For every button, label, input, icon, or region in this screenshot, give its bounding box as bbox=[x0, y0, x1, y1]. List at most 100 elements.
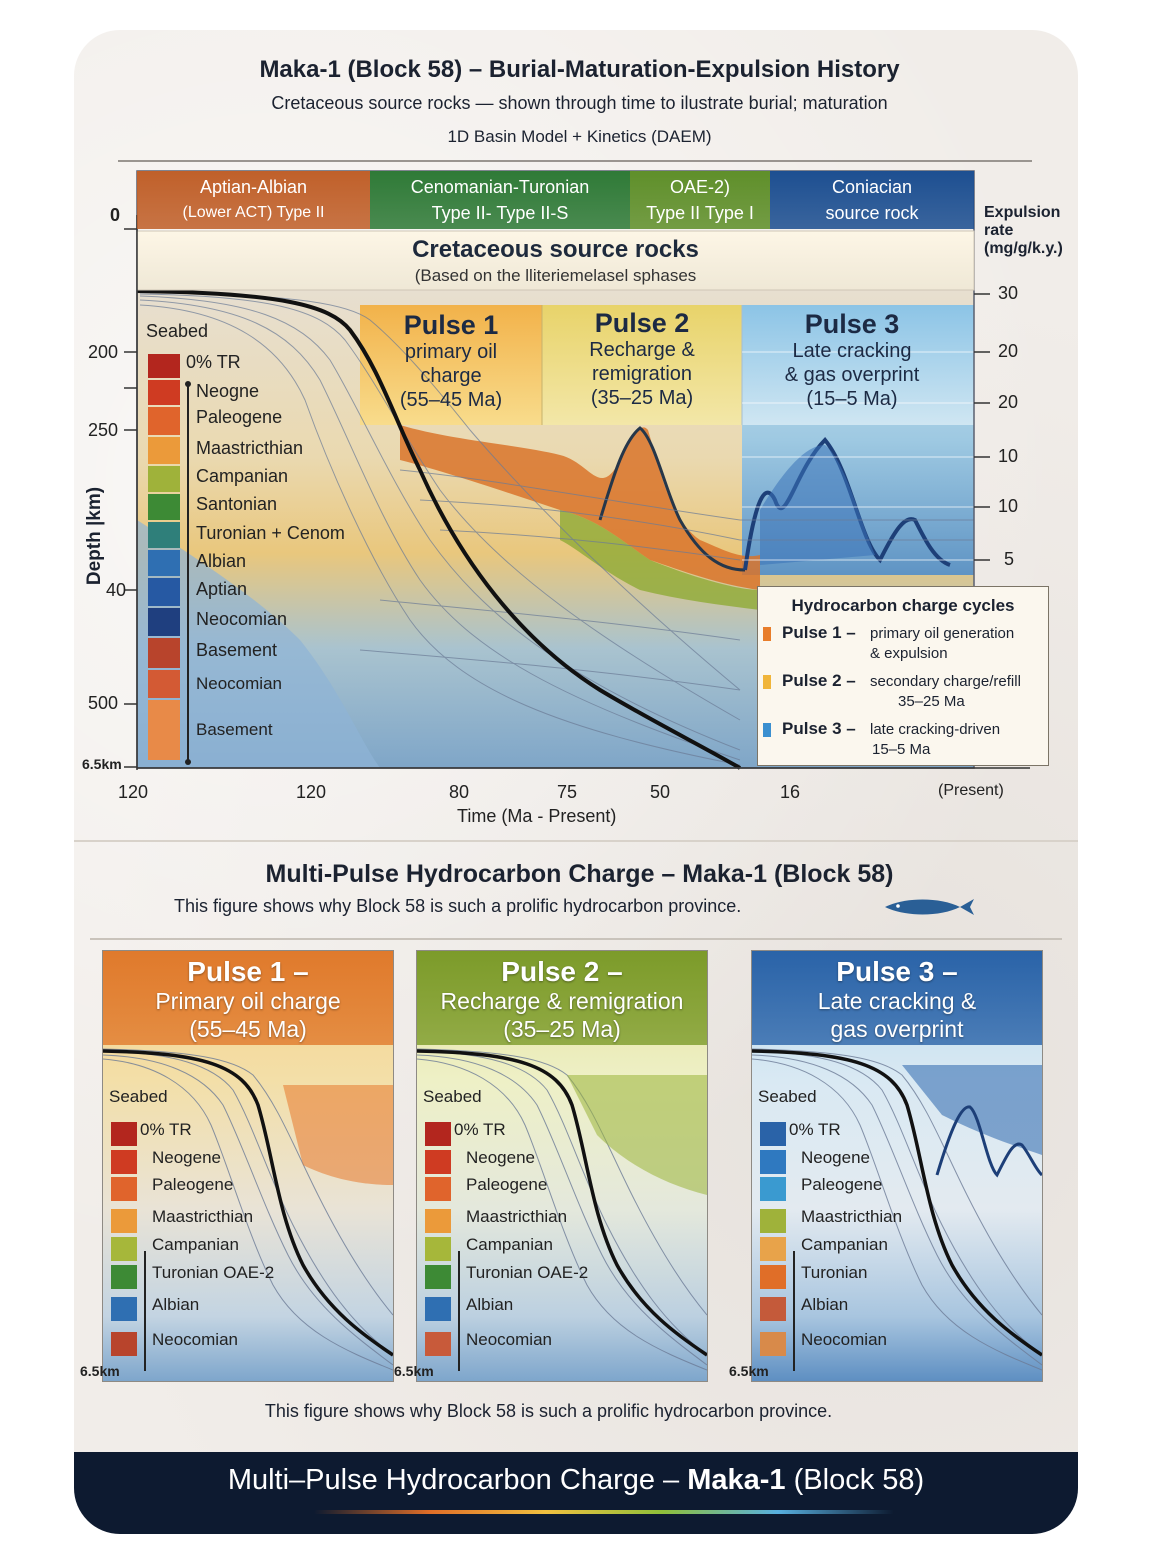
panel-title: Pulse 2 – bbox=[501, 956, 623, 987]
footer-banner: Multi–Pulse Hydrocarbon Charge – Maka-1 … bbox=[74, 1452, 1078, 1534]
depth-tick: 6.5km bbox=[82, 756, 122, 772]
charge-swatch bbox=[763, 675, 771, 689]
header-cell-line2: Type II Type I bbox=[646, 203, 754, 223]
charge-item-desc: secondary charge/refill bbox=[870, 673, 1021, 690]
header-cell-line2: (Lower ACT) Type II bbox=[182, 204, 325, 221]
panel-legend-swatch bbox=[425, 1332, 451, 1356]
pulse2-expulsion-layer bbox=[560, 510, 760, 610]
legend-swatch bbox=[148, 578, 180, 606]
panel-legend-label: Neocomian bbox=[152, 1330, 238, 1349]
subtitle: Cretaceous source rocks — shown through … bbox=[271, 93, 888, 113]
panel-legend-label: Maastricthian bbox=[466, 1207, 568, 1226]
panel-legend-label: Paleogene bbox=[466, 1175, 548, 1194]
method-note: 1D Basin Model + Kinetics (DAEM) bbox=[447, 127, 712, 146]
footer-title: Multi–Pulse Hydrocarbon Charge – Maka-1 … bbox=[74, 1464, 1078, 1497]
pulse3-title: Pulse 3 bbox=[804, 309, 900, 339]
pulse-panel-1: Pulse 1 – Primary oil charge (55–45 Ma) Sea… bbox=[102, 950, 394, 1382]
panel-legend-swatch bbox=[425, 1209, 451, 1233]
panel-subtitle: Primary oil charge bbox=[155, 988, 341, 1014]
rate-tick: 20 bbox=[998, 341, 1019, 361]
panel-depth-label: 6.5km bbox=[729, 1363, 769, 1379]
charge-item-name: Pulse 1 – bbox=[782, 623, 856, 642]
legend-swatch bbox=[148, 437, 180, 464]
band-note: (Based on the lliteriemelasel sphases bbox=[414, 266, 697, 285]
panel-legend-label: Albian bbox=[801, 1295, 849, 1314]
band-title: Cretaceous source rocks bbox=[412, 236, 699, 263]
legend-label: Campanian bbox=[196, 466, 289, 486]
pulse2-title: Pulse 2 bbox=[594, 308, 690, 338]
panel-title: Pulse 3 – bbox=[836, 956, 958, 987]
panel-seabed-label: Seabed bbox=[423, 1087, 482, 1106]
pulse-panel-2: Pulse 2 – Recharge & remigration (35–25 Ma… bbox=[416, 950, 708, 1382]
section2-divider bbox=[90, 938, 1062, 940]
pulse2-dates: (35–25 Ma) bbox=[590, 387, 694, 409]
panel-legend-label: Neocomian bbox=[801, 1330, 887, 1349]
panel-legend-label: 0% TR bbox=[789, 1120, 841, 1139]
pulse1-box: Pulse 1 primary oil charge (55–45 Ma) bbox=[360, 310, 542, 412]
panel-legend-swatch bbox=[111, 1209, 137, 1233]
panel-legend-label: Turonian bbox=[801, 1263, 868, 1282]
legend-label: Santonian bbox=[196, 494, 278, 514]
panel-horizon bbox=[103, 1054, 393, 1366]
rate-tick: 10 bbox=[998, 446, 1019, 466]
pulse1-line: charge bbox=[420, 365, 482, 387]
time-tick: 80 bbox=[449, 782, 470, 802]
legend-swatch bbox=[148, 354, 180, 378]
panel-header: Pulse 1 – Primary oil charge (55–45 Ma) bbox=[103, 951, 393, 1045]
panel-horizon bbox=[103, 1050, 393, 1356]
header-cell-aptian-albian: Aptian-Albian (Lower ACT) Type II bbox=[137, 171, 370, 229]
legend-label: Basement bbox=[196, 640, 278, 660]
right-axis-ticks bbox=[974, 293, 990, 561]
footer-title-part: (Block 58) bbox=[785, 1464, 925, 1496]
panel-legend-label: Neogene bbox=[801, 1148, 871, 1167]
pulse2-bg bbox=[542, 305, 742, 425]
legend-swatch bbox=[148, 466, 180, 492]
panel-charge-zone bbox=[283, 1085, 393, 1185]
panel-legend-label: Campanian bbox=[466, 1235, 553, 1254]
pulse1-dates: (55–45 Ma) bbox=[399, 389, 503, 411]
burial-curve bbox=[136, 289, 741, 770]
panel-burial-curve bbox=[103, 1049, 393, 1357]
pulse1-expulsion-layer bbox=[400, 425, 760, 590]
legend-bracket-top bbox=[185, 381, 191, 387]
panel-subtitle: Recharge & remigration bbox=[440, 988, 684, 1014]
panel-horizon bbox=[417, 1050, 707, 1356]
charge-item-desc: & expulsion bbox=[870, 645, 948, 662]
section-divider bbox=[74, 840, 1078, 842]
panel-burial-curve bbox=[417, 1049, 707, 1357]
legend-label: Turonian + Cenom bbox=[196, 523, 345, 543]
depth-axis-label: Depth |km) bbox=[84, 486, 105, 586]
panel-legend-swatch bbox=[111, 1297, 137, 1321]
panel-legend-swatch bbox=[111, 1265, 137, 1289]
pulse3-line: & gas overprint bbox=[784, 364, 920, 386]
panel-legend-label: 0% TR bbox=[454, 1120, 506, 1139]
panel-title: Pulse 1 – bbox=[187, 956, 309, 987]
panel-subtitle: (35–25 Ma) bbox=[503, 1016, 621, 1042]
charge-item-name: Pulse 2 – bbox=[782, 671, 856, 690]
header-cell-coniacian: Coniacian source rock bbox=[770, 171, 974, 229]
depth-tick: 200 bbox=[88, 342, 119, 362]
pulse3-line: Late cracking bbox=[792, 340, 912, 362]
panel-legend-label: Paleogene bbox=[152, 1175, 234, 1194]
panel-legend-swatch bbox=[760, 1237, 786, 1261]
panel-charge-zone bbox=[567, 1075, 707, 1195]
legend-swatch bbox=[148, 550, 180, 576]
panel-legend-swatch bbox=[425, 1265, 451, 1289]
panel-legend-label: Campanian bbox=[801, 1235, 888, 1254]
time-tick: (Present) bbox=[938, 782, 1004, 799]
pulse-panel-3: Pulse 3 – Late cracking & gas overprint Sea… bbox=[751, 950, 1043, 1382]
panel-legend-label: Neocomian bbox=[466, 1330, 552, 1349]
rate-tick: 10 bbox=[998, 496, 1019, 516]
panel-legend-label: Turonian OAE-2 bbox=[152, 1263, 275, 1282]
panel-expulsion-peaks bbox=[935, 1105, 1042, 1178]
header-cell-line1: Cenomanian-Turonian bbox=[410, 177, 590, 197]
panel-header: Pulse 3 – Late cracking & gas overprint bbox=[752, 951, 1042, 1045]
panel-legend-label: Albian bbox=[152, 1295, 200, 1314]
charge-item-desc: late cracking-driven bbox=[870, 721, 1001, 738]
legend-label: Paleogene bbox=[196, 407, 283, 427]
panel-legend-swatch bbox=[760, 1265, 786, 1289]
panel-header: Pulse 2 – Recharge & remigration (35–25 Ma… bbox=[417, 951, 707, 1045]
panel-seabed-label: Seabed bbox=[109, 1087, 168, 1106]
rate-tick: 30 bbox=[998, 283, 1019, 303]
panel-legend-label: Albian bbox=[466, 1295, 514, 1314]
